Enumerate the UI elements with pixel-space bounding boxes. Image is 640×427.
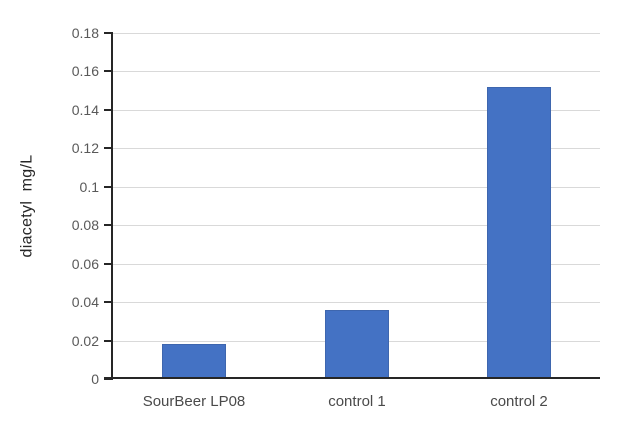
bar [162, 344, 226, 379]
y-tick-label: 0.12 [71, 140, 99, 156]
bar [487, 87, 551, 379]
x-axis-line [104, 377, 600, 379]
y-axis-tick [104, 301, 111, 303]
x-tick-label: SourBeer LP08 [142, 393, 246, 410]
y-tick-label: 0.1 [79, 179, 99, 195]
y-tick-label: 0.18 [71, 25, 99, 41]
x-tick-label: control 2 [490, 393, 548, 410]
gridline [113, 71, 600, 72]
y-axis-tick [104, 340, 111, 342]
bar [325, 310, 389, 379]
gridline [113, 264, 600, 265]
y-axis-tick [104, 263, 111, 265]
gridline [113, 148, 600, 149]
y-axis-tick [104, 378, 111, 380]
y-tick-label: 0.08 [71, 217, 99, 233]
gridline [113, 33, 600, 34]
y-tick-label: 0.06 [71, 256, 99, 272]
y-axis-tick [104, 186, 111, 188]
y-tick-label: 0.16 [71, 63, 99, 79]
y-axis-tick [104, 224, 111, 226]
gridline [113, 187, 600, 188]
x-tick-label: control 1 [328, 393, 386, 410]
y-tick-label: 0.04 [71, 294, 99, 310]
y-axis-tick [104, 109, 111, 111]
y-tick-label: 0.14 [71, 102, 99, 118]
gridline [113, 110, 600, 111]
y-tick-label: 0.02 [71, 333, 99, 349]
y-axis-tick [104, 32, 111, 34]
gridline [113, 225, 600, 226]
y-axis-line [111, 32, 113, 380]
gridline [113, 302, 600, 303]
y-tick-label: 0 [91, 371, 99, 387]
y-axis-tick [104, 147, 111, 149]
y-axis-tick [104, 70, 111, 72]
